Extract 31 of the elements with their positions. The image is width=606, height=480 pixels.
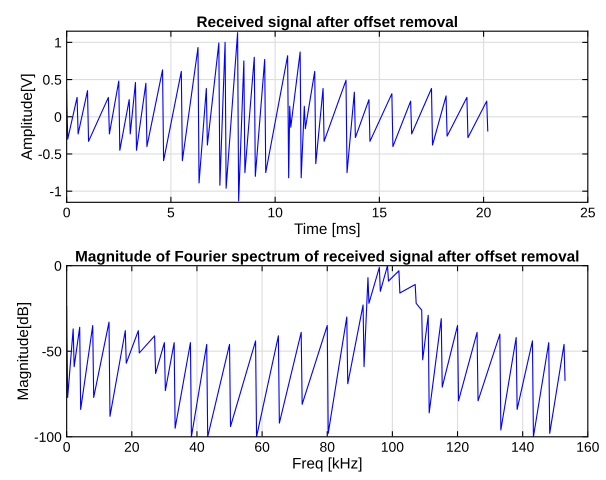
x-tick-label: 140 <box>512 442 534 452</box>
y-tick-label: -0.5 <box>38 149 62 160</box>
y-tick-label: 0.5 <box>43 74 62 85</box>
y-tick-label: 1 <box>55 38 62 48</box>
x-tick-label: 60 <box>255 442 270 452</box>
line-series <box>66 266 566 437</box>
y-tick-label: -50 <box>42 346 62 356</box>
x-axis-title: Freq [kHz] <box>293 457 362 472</box>
y-tick-label: -100 <box>34 432 62 442</box>
x-tick-label: 20 <box>476 208 491 218</box>
chart-title: Received signal after offset removal <box>198 16 457 30</box>
line-series <box>66 32 488 202</box>
x-tick-label: 0 <box>63 208 70 218</box>
x-tick-label: 80 <box>320 442 334 452</box>
x-tick-label: 0 <box>63 442 70 452</box>
x-axis-title: Time [ms] <box>294 222 360 238</box>
x-tick-label: 5 <box>168 208 174 218</box>
x-tick-label: 20 <box>124 442 139 452</box>
y-axis-title: Magnitude[dB] <box>16 303 32 400</box>
x-tick-label: 160 <box>577 442 599 452</box>
x-tick-label: 120 <box>447 442 469 452</box>
chart-title: Magnitude of Fourier spectrum of received signal after offset removal <box>76 250 578 265</box>
x-tick-label: 15 <box>372 208 386 218</box>
y-axis-title: Amplitude[V] <box>20 74 36 160</box>
x-tick-label: 25 <box>580 208 595 218</box>
y-tick-label: 0 <box>54 112 62 122</box>
y-tick-label: 0 <box>54 260 62 271</box>
x-tick-label: 10 <box>268 208 282 218</box>
y-tick-label: -1 <box>50 186 62 196</box>
x-tick-label: 40 <box>190 442 204 452</box>
x-tick-label: 100 <box>382 442 404 452</box>
